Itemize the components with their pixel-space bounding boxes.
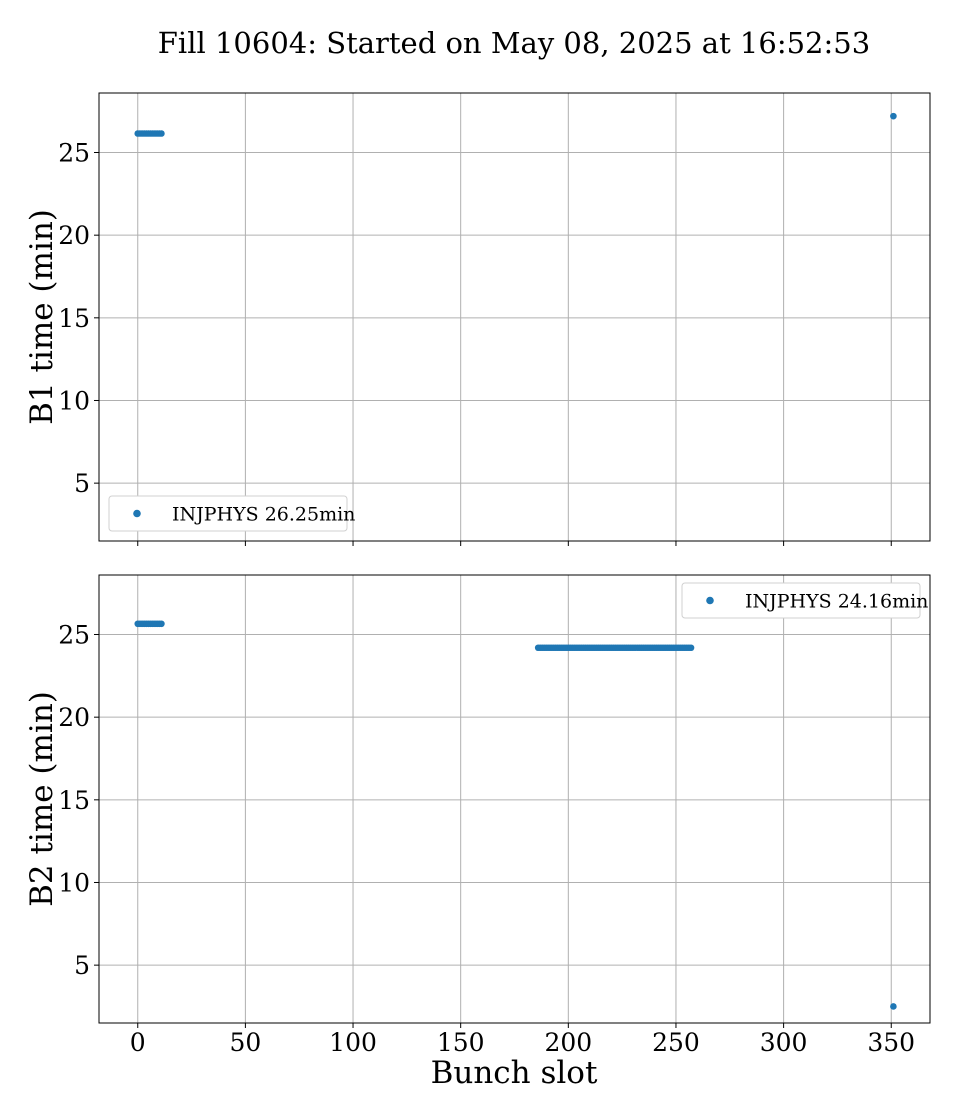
x-tick-label: 100 xyxy=(329,1028,377,1057)
data-point-b2 xyxy=(158,620,165,628)
y-axis-label-b1: B1 time (min) xyxy=(24,209,60,425)
legend-label-b2: INJPHYS 24.16min xyxy=(745,591,928,613)
y-axis-label-b2: B2 time (min) xyxy=(24,691,60,907)
x-tick-label: 0 xyxy=(130,1028,146,1057)
y-tick-label-b1: 20 xyxy=(58,221,90,250)
panel-b1: B1 time (min) 5 10 15 20 25 INJPHYS 26.25min xyxy=(24,92,931,546)
x-axis-label: Bunch slot xyxy=(431,1055,598,1091)
x-tick-label: 350 xyxy=(867,1028,915,1057)
legend-frame-b1 xyxy=(108,495,348,532)
legend-marker-b2 xyxy=(706,596,714,605)
x-tick-label: 150 xyxy=(437,1028,485,1057)
panel-b2: B2 time (min) 0 50 100 150 200 250 300 350 5 10 15… xyxy=(24,574,931,1057)
data-point-b2 xyxy=(890,1003,897,1010)
y-tick-label-b2: 20 xyxy=(58,703,90,732)
y-tick-label-b1: 25 xyxy=(58,139,90,168)
y-tick-label-b2: 25 xyxy=(58,621,90,650)
data-point-b2 xyxy=(687,644,695,652)
data-point-b1 xyxy=(158,130,165,137)
legend-b2: INJPHYS 24.16min xyxy=(681,582,928,619)
legend-b1: INJPHYS 26.25min xyxy=(108,495,355,532)
plot-frame-b2 xyxy=(98,574,931,1024)
x-tick-label: 300 xyxy=(760,1028,808,1057)
legend-frame-b2 xyxy=(681,582,921,619)
y-tick-label-b1: 15 xyxy=(58,304,90,333)
legend-marker-b1 xyxy=(133,509,141,518)
x-tick-label: 200 xyxy=(544,1028,592,1057)
x-tick-label: 250 xyxy=(652,1028,700,1057)
data-point-b1 xyxy=(890,112,897,120)
plot-frame-b1 xyxy=(98,92,931,542)
y-tick-label-b2: 10 xyxy=(58,868,90,897)
y-tick-label-b2: 15 xyxy=(58,786,90,815)
legend-label-b1: INJPHYS 26.25min xyxy=(172,504,355,526)
y-tick-label-b1: 10 xyxy=(58,386,90,415)
y-tick-label-b1: 5 xyxy=(74,469,90,498)
y-tick-label-b2: 5 xyxy=(74,951,90,980)
chart-title: Fill 10604: Started on May 08, 2025 at 1… xyxy=(158,26,870,60)
x-tick-label: 50 xyxy=(229,1028,261,1057)
